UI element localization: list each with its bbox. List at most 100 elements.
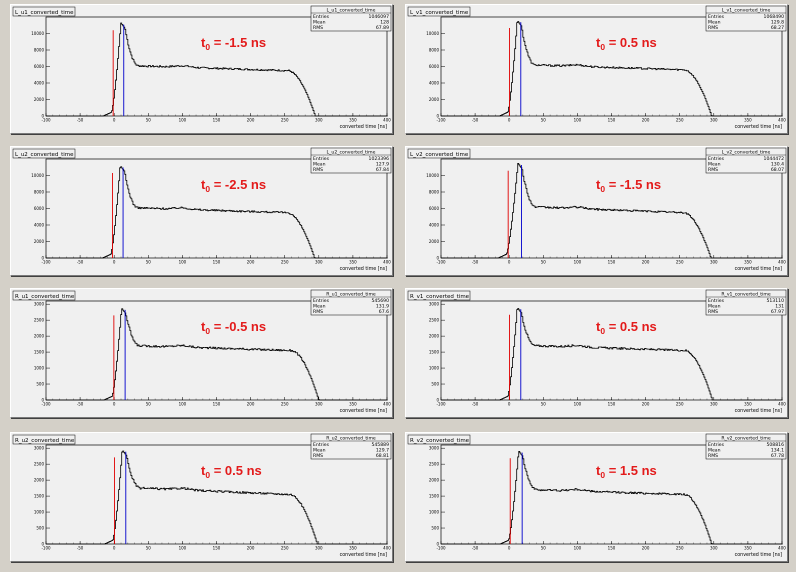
x-tick-label: -50 <box>472 260 479 265</box>
title-box <box>407 148 471 159</box>
x-tick-label: 350 <box>744 402 752 407</box>
x-tick-label: 200 <box>642 402 650 407</box>
histogram-pad[interactable]: R_u2_converted_time -100 -50 0 50 100 150 200 25… <box>10 432 393 562</box>
stats-label: Entries <box>313 298 330 304</box>
stats-name: L_u1_converted_time <box>327 8 376 14</box>
stats-frame <box>705 433 787 460</box>
t0-symbol: t <box>596 463 601 478</box>
stats-label: RMS <box>708 453 718 459</box>
stats-name: L_v1_converted_time <box>722 8 771 14</box>
x-tick-label: 350 <box>744 118 752 123</box>
stats-name: L_u2_converted_time <box>327 150 376 156</box>
y-tick-label: 2000 <box>429 334 440 339</box>
stats-value: 1023396 <box>369 156 390 162</box>
stats-value: 67.97 <box>771 309 784 315</box>
x-tick-label: 400 <box>383 260 391 265</box>
stats-value: 129.8 <box>771 20 784 26</box>
histogram-pad[interactable]: L_v1_converted_time -100 -50 0 50 100 150 200 25… <box>405 4 788 134</box>
histogram-title: L_v2_converted_time <box>407 148 471 159</box>
histogram-pad[interactable]: R_v1_converted_time -100 -50 0 50 100 150 200 25… <box>405 288 788 418</box>
x-tick-label: 300 <box>315 402 323 407</box>
stats-label: RMS <box>313 309 323 315</box>
x-tick-label: -100 <box>41 260 51 265</box>
x-tick-label: 300 <box>315 118 323 123</box>
t0-value: = 0.5 ns <box>605 35 657 50</box>
t0-symbol: t <box>596 319 601 334</box>
title-text: L_u1_converted_time <box>15 10 74 16</box>
x-axis: -100 -50 0 50 100 150 200 250 300 350 400converted… <box>436 541 786 558</box>
x-tick-label: -100 <box>41 402 51 407</box>
x-tick-label: 350 <box>349 260 357 265</box>
histogram-title: L_u1_converted_time <box>12 6 76 17</box>
t0-subscript: 0 <box>205 42 210 52</box>
t0-annotation: t0 = -1.5 ns <box>596 177 661 194</box>
y-tick-label: 2000 <box>429 97 440 102</box>
stats-value: 545690 <box>371 298 389 304</box>
histogram-svg: L_v1_converted_time -100 -50 0 50 100 150 200 25… <box>407 5 787 130</box>
histogram-svg: R_u1_converted_time -100 -50 0 50 100 150 200 25… <box>12 289 392 414</box>
x-tick-label: 50 <box>146 118 152 123</box>
histogram-svg: R_u2_converted_time -100 -50 0 50 100 150 200 25… <box>12 433 391 558</box>
histogram-title: R_v1_converted_time <box>407 290 471 301</box>
x-axis: -100 -50 0 50 100 150 200 250 300 350 400converted… <box>41 541 391 558</box>
plot-frame <box>45 444 388 545</box>
x-tick-label: 100 <box>574 402 582 407</box>
x-tick-label: 300 <box>710 118 718 123</box>
t0-subscript: 0 <box>600 326 605 336</box>
y-tick-label: 1000 <box>429 510 440 515</box>
title-text: R_v1_converted_time <box>410 294 470 300</box>
y-axis: 0 2000 4000 6000 8000 10000 <box>426 173 445 261</box>
t0-subscript: 0 <box>600 470 605 480</box>
histogram-title: R_v2_converted_time <box>407 434 471 445</box>
histogram-title: L_u2_converted_time <box>12 148 76 159</box>
histogram-pad[interactable]: R_u1_converted_time -100 -50 0 50 100 150 200 25… <box>10 288 393 418</box>
stats-label: Mean <box>708 304 721 310</box>
x-tick-label: 50 <box>541 546 547 551</box>
x-tick-label: 100 <box>179 118 187 123</box>
stats-value: 67.6 <box>379 309 389 315</box>
stats-value: 127.9 <box>376 162 389 168</box>
y-tick-label: 1500 <box>34 494 45 499</box>
y-tick-label: 2000 <box>34 334 45 339</box>
x-axis-title: converted time [ns] <box>735 552 783 558</box>
y-tick-label: 8000 <box>34 48 45 53</box>
x-tick-label: 0 <box>508 260 511 265</box>
plot-frame <box>45 16 388 117</box>
x-tick-label: -50 <box>77 546 84 551</box>
t0-symbol: t <box>201 319 206 334</box>
y-tick-label: 2000 <box>429 478 440 483</box>
stats-name: L_v2_converted_time <box>722 150 771 156</box>
y-tick-label: 3000 <box>34 302 45 307</box>
histogram-pad[interactable]: L_v2_converted_time -100 -50 0 50 100 150 200 25… <box>405 146 788 276</box>
x-tick-label: -100 <box>41 118 51 123</box>
x-tick-label: 200 <box>247 546 255 551</box>
y-axis: 0 2000 4000 6000 8000 10000 <box>31 173 50 261</box>
y-tick-label: 6000 <box>429 206 440 211</box>
title-text: R_u1_converted_time <box>15 294 75 300</box>
histogram-pad[interactable]: R_v2_converted_time -100 -50 0 50 100 150 200 25… <box>405 432 788 562</box>
x-tick-label: 50 <box>146 546 152 551</box>
stats-value: 128 <box>380 20 389 26</box>
x-tick-label: 0 <box>113 402 116 407</box>
x-tick-label: 150 <box>608 260 616 265</box>
y-tick-label: 10000 <box>31 31 44 36</box>
stats-frame <box>310 289 392 316</box>
stats-frame <box>310 147 392 174</box>
histogram-pad[interactable]: L_u1_converted_time -100 -50 0 50 100 150 200 25… <box>10 4 393 134</box>
histogram-line <box>46 450 388 545</box>
x-tick-label: 150 <box>608 118 616 123</box>
histogram-line <box>46 308 388 401</box>
y-tick-label: 2500 <box>34 462 45 467</box>
t0-symbol: t <box>201 35 206 50</box>
stats-label: RMS <box>708 25 718 31</box>
y-tick-label: 2000 <box>34 239 45 244</box>
x-axis: -100 -50 0 50 100 150 200 250 300 350 400converted… <box>436 397 786 414</box>
title-box <box>407 290 471 301</box>
stats-value: 131 <box>775 304 784 310</box>
histogram-pad[interactable]: L_u2_converted_time -100 -50 0 50 100 150 200 25… <box>10 146 393 276</box>
x-tick-label: -50 <box>472 546 479 551</box>
x-tick-label: 200 <box>642 260 650 265</box>
plot-frame <box>440 16 783 117</box>
stats-label: Entries <box>708 298 725 304</box>
